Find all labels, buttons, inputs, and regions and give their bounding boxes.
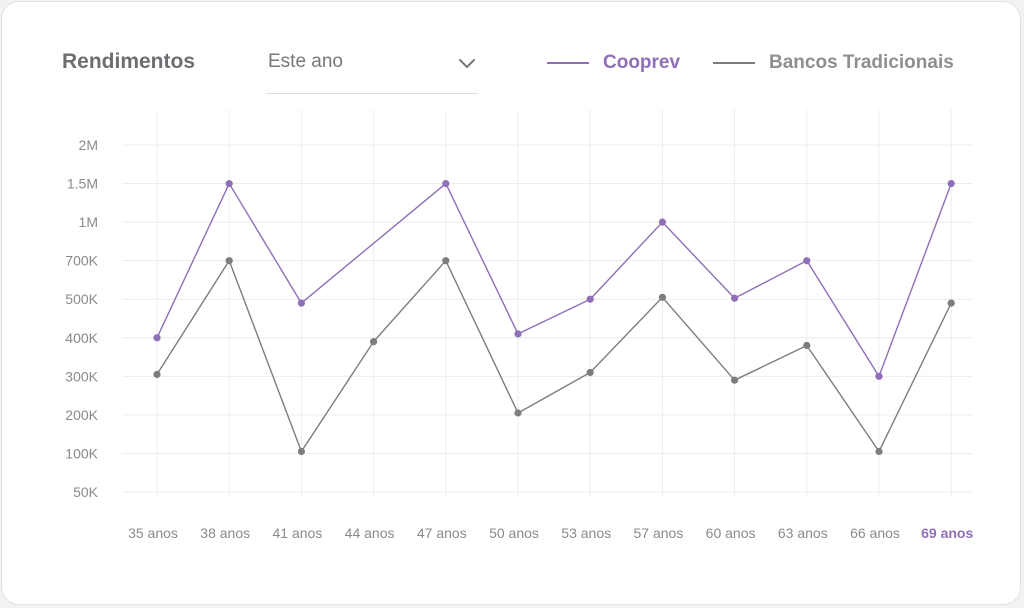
y-tick-label: 1M (79, 214, 98, 230)
x-tick-label: 60 anos (706, 525, 756, 541)
legend-swatch-cooprev (547, 62, 589, 64)
data-point-bancos-tradicionais (586, 368, 594, 377)
y-tick-label: 2M (79, 137, 98, 153)
data-point-cooprev (947, 179, 955, 188)
x-tick-label: 44 anos (345, 525, 395, 541)
legend-swatch-bancos-tradicionais (713, 62, 755, 64)
chart-title: Rendimentos (62, 50, 196, 73)
chevron-down-icon (459, 59, 475, 68)
x-tick-label: 38 anos (200, 525, 250, 541)
x-tick-label: 41 anos (272, 525, 322, 541)
x-tick-label: 63 anos (778, 525, 828, 541)
data-point-cooprev (442, 179, 450, 188)
data-point-bancos-tradicionais (658, 293, 667, 301)
y-tick-label: 700K (65, 253, 98, 269)
data-point-bancos-tradicionais (803, 341, 811, 350)
period-dropdown-value: Este ano (268, 51, 343, 72)
data-point-cooprev (225, 179, 233, 188)
y-tick-label: 500K (65, 291, 98, 307)
data-point-bancos-tradicionais (297, 447, 305, 456)
data-point-bancos-tradicionais (370, 338, 378, 346)
data-point-cooprev (803, 257, 811, 265)
series-line-cooprev (156, 182, 952, 378)
x-tick-label: 69 anos (921, 525, 973, 541)
x-tick-label: 57 anos (633, 525, 683, 541)
data-point-cooprev (297, 299, 305, 307)
y-tick-label: 50K (73, 484, 99, 500)
legend-label-cooprev: Cooprev (603, 52, 681, 73)
data-point-cooprev (875, 372, 883, 380)
period-dropdown[interactable]: Este ano (266, 46, 478, 94)
data-point-bancos-tradicionais (225, 257, 233, 265)
x-tick-label: 66 anos (850, 525, 900, 541)
x-tick-label: 47 anos (417, 525, 467, 541)
data-point-bancos-tradicionais (731, 376, 739, 384)
x-tick-label: 35 anos (128, 525, 178, 541)
y-tick-label: 1.5M (67, 176, 98, 192)
data-point-bancos-tradicionais (875, 447, 883, 456)
legend-label-bancos-tradicionais: Bancos Tradicionais (769, 52, 954, 73)
data-point-cooprev (586, 295, 594, 303)
data-point-bancos-tradicionais (442, 257, 450, 265)
y-tick-label: 100K (65, 445, 98, 461)
data-point-cooprev (514, 330, 522, 338)
data-point-cooprev (731, 294, 739, 302)
data-point-cooprev (658, 218, 667, 226)
x-tick-label: 50 anos (489, 525, 539, 541)
x-tick-label: 53 anos (561, 525, 611, 541)
series-line-bancos-tradicionais (156, 259, 952, 453)
y-tick-label: 400K (65, 330, 98, 346)
legend-item-bancos-tradicionais[interactable]: Bancos Tradicionais (713, 51, 954, 75)
data-point-cooprev (153, 334, 161, 342)
legend-item-cooprev[interactable]: Cooprev (547, 51, 680, 75)
data-point-bancos-tradicionais (947, 299, 955, 307)
data-point-bancos-tradicionais (153, 370, 161, 379)
data-point-bancos-tradicionais (514, 409, 522, 417)
y-tick-label: 300K (65, 368, 98, 384)
y-tick-label: 200K (65, 407, 98, 423)
